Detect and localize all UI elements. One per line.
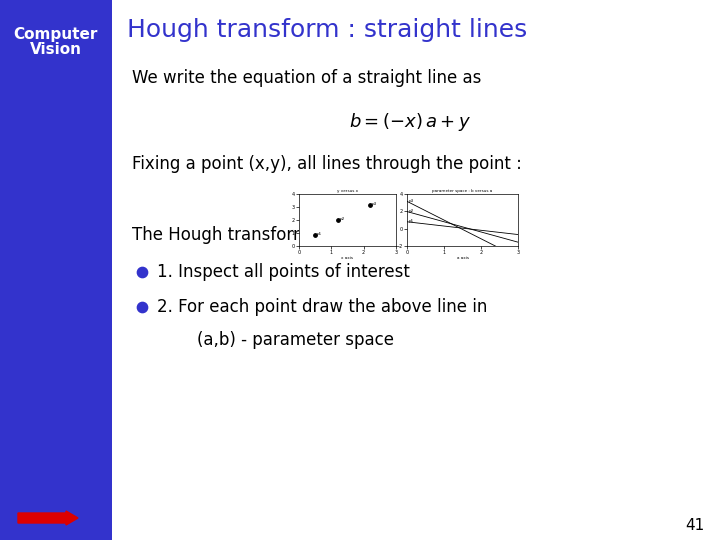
Text: p3: p3 [409, 199, 414, 203]
Text: Fixing a point (x,y), all lines through the point :: Fixing a point (x,y), all lines through … [132, 155, 521, 173]
FancyArrow shape [18, 511, 78, 525]
Text: (a,b) - parameter space: (a,b) - parameter space [197, 331, 394, 349]
Text: Hough transform : straight lines: Hough transform : straight lines [127, 18, 527, 42]
Text: p2: p2 [339, 217, 345, 221]
Title: y versus x: y versus x [337, 188, 358, 193]
Text: p2: p2 [409, 209, 414, 213]
Text: p3: p3 [372, 201, 377, 206]
Text: 1. Inspect all points of interest: 1. Inspect all points of interest [157, 263, 410, 281]
X-axis label: x axis: x axis [341, 256, 354, 260]
Text: Vision: Vision [30, 43, 82, 57]
Bar [0, 0, 112, 540]
Point [310, 231, 321, 240]
Point [136, 268, 148, 276]
Point [136, 303, 148, 312]
Text: The Hough transform :: The Hough transform : [132, 226, 320, 244]
Text: p1: p1 [317, 232, 322, 237]
Text: We write the equation of a straight line as: We write the equation of a straight line… [132, 69, 481, 87]
Text: p1: p1 [409, 219, 414, 223]
X-axis label: a axis: a axis [456, 256, 469, 260]
Point [332, 215, 343, 224]
Text: Computer: Computer [14, 28, 98, 43]
Text: 2. For each point draw the above line in: 2. For each point draw the above line in [157, 298, 487, 316]
Point [364, 200, 376, 209]
Title: parameter space : b versus a: parameter space : b versus a [433, 188, 492, 193]
Text: 41: 41 [685, 517, 705, 532]
Text: $b = (-x)\,a + y$: $b = (-x)\,a + y$ [349, 111, 471, 133]
